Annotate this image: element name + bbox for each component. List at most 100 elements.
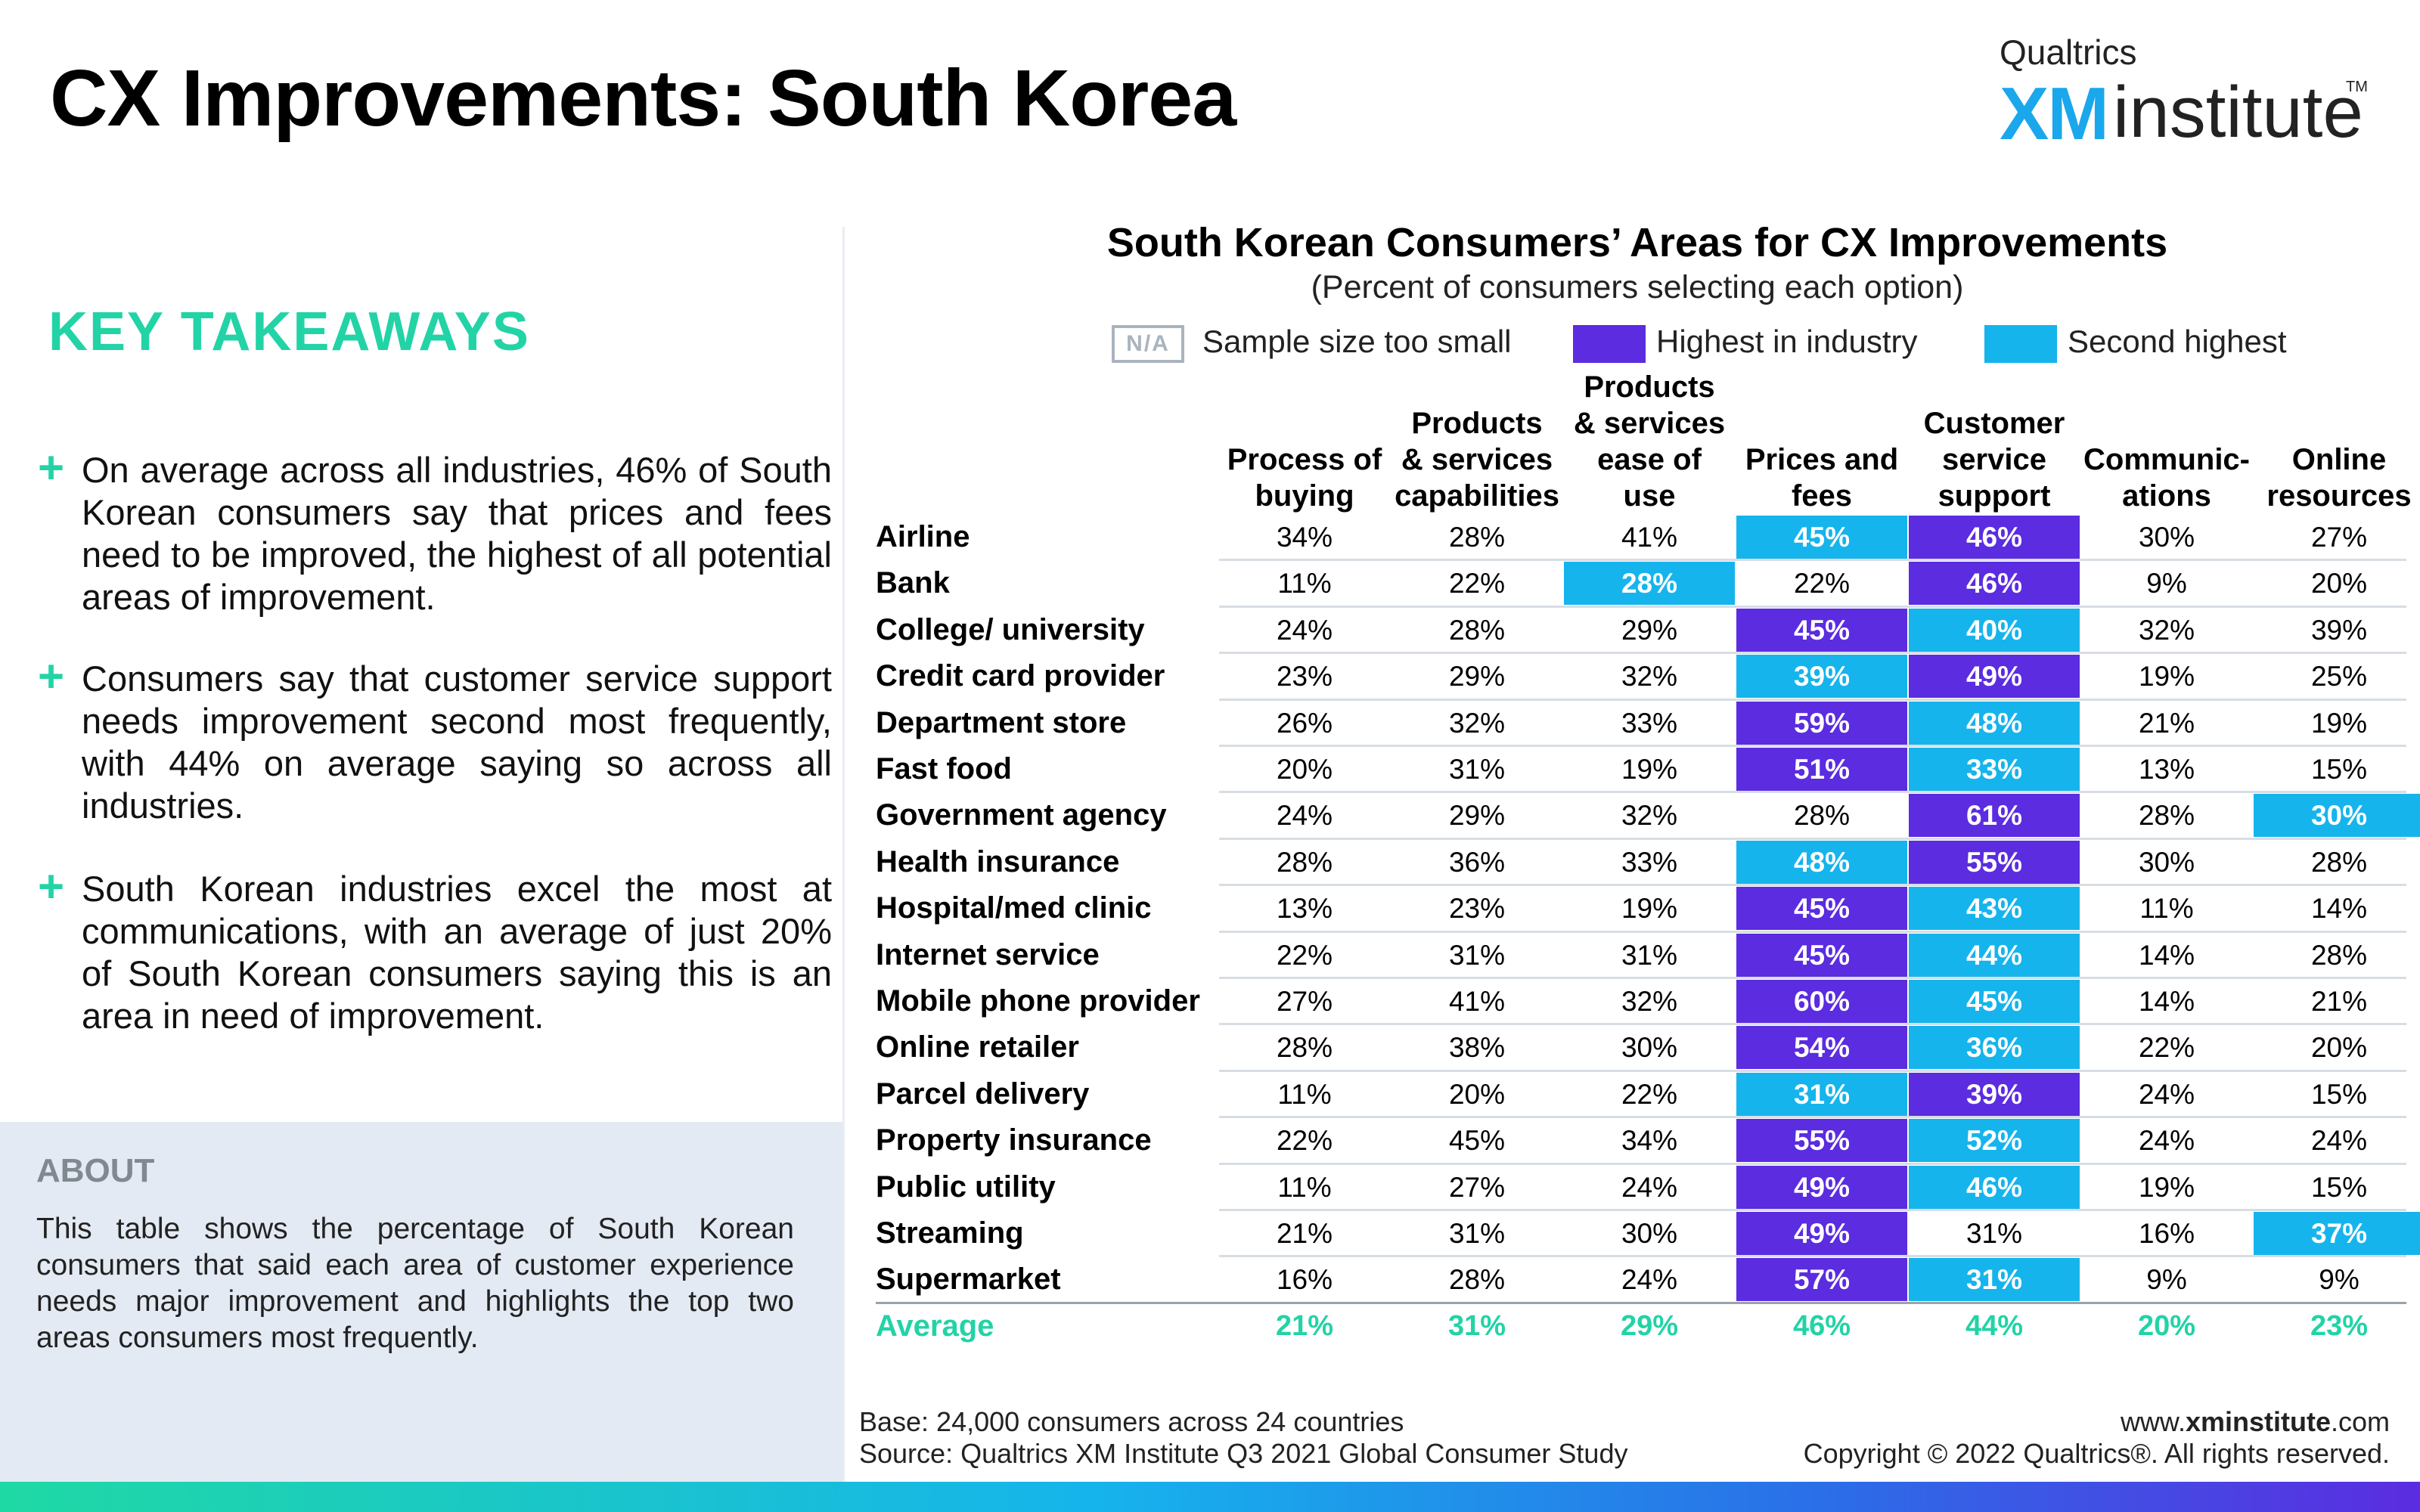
cell-highest: 60% [1736,980,1907,1023]
cell-highest: 49% [1909,655,2080,699]
column-header: Products & services ease of use [1564,369,1735,514]
table-cell: 30% [2138,846,2195,878]
row-divider [1219,1116,2406,1119]
table-cell: 22% [1621,1078,1678,1110]
column-header-line: & services [1401,443,1553,476]
average-cell: 29% [1620,1309,1679,1342]
table-cell: 25% [2310,661,2368,692]
cell-highest: 49% [1736,1212,1907,1255]
average-divider [876,1301,2406,1304]
cell-second-highest: 36% [1909,1026,2080,1070]
table-cell: 29% [1621,614,1678,646]
cell-highest: 49% [1736,1165,1907,1209]
row-label: College/ university [876,612,1145,646]
column-header-line: Products [1584,370,1715,404]
cell-second-highest: 43% [1909,887,2080,931]
bottom-gradient-bar [0,1482,2420,1512]
column-header: Customer service support [1909,405,2080,514]
table-cell: 21% [1276,1218,1333,1249]
cell-second-highest: 31% [1909,1258,2080,1302]
url-prefix: www. [2120,1406,2186,1437]
table-cell: 23% [1448,893,1506,925]
table-cell: 30% [2138,522,2195,553]
table-cell: 22% [2138,1032,2195,1064]
table-cell: 20% [1448,1078,1506,1110]
table-cell: 22% [1276,939,1333,971]
column-header-line: Online [2291,443,2387,476]
about-panel: ABOUT This table shows the percentage of… [0,1122,842,1482]
table-cell: 19% [2138,1171,2195,1203]
column-header-line: Customer [1923,407,2065,440]
column-header-line: buying [1255,479,1354,513]
xm-institute-logo: Qualtrics XM institute TM [1962,32,2370,155]
average-cell: 31% [1447,1309,1506,1342]
row-divider [1219,652,2406,655]
row-label: Government agency [876,798,1167,832]
row-divider [1219,977,2406,979]
legend-second-label: Second highest [2068,324,2287,359]
table-cell: 28% [1276,846,1333,878]
footer-base: Base: 24,000 consumers across 24 countri… [859,1406,1404,1437]
table-cell: 36% [1448,846,1506,878]
table-cell: 33% [1621,707,1678,739]
logo-xm-text: XM [2000,72,2109,155]
highest-swatch [1573,325,1646,363]
cell-second-highest: 28% [1564,562,1735,606]
average-cell: 20% [2137,1309,2196,1342]
table-cell: 32% [2138,614,2195,646]
chart-title: South Korean Consumers’ Areas for CX Imp… [1106,220,2168,265]
column-header-line: Prices and [1745,443,1899,476]
cell-highest: 51% [1736,748,1907,791]
row-label: Hospital/med clinic [876,891,1152,925]
footer-left: Base: 24,000 consumers across 24 countri… [859,1406,1627,1470]
cell-highest: 59% [1736,701,1907,745]
cell-highest: 45% [1736,887,1907,931]
column-header-line: fees [1791,479,1853,513]
row-label: Airline [876,520,970,553]
table-cell: 31% [1448,1218,1506,1249]
table-cell: 13% [1276,893,1333,925]
table-cell: 31% [1448,754,1506,785]
row-divider [1219,559,2406,562]
row-label: Streaming [876,1216,1024,1250]
row-divider [1219,930,2406,933]
takeaway-text: On average across all industries, 46% of… [82,450,832,617]
table-cell: 28% [1793,800,1851,832]
footer-url[interactable]: www.xminstitute.com [1804,1406,2390,1438]
table-cell: 29% [1448,661,1506,692]
cell-highest: 45% [1736,608,1907,652]
column-header-line: ease of [1597,443,1702,476]
column-header: Process of buying [1219,442,1390,514]
table-cell: 41% [1448,986,1506,1017]
table-cell: 31% [1621,939,1678,971]
table-cell: 11% [1277,568,1332,600]
table-cell: 28% [2310,939,2368,971]
table-cell: 45% [1448,1125,1506,1157]
table-cell: 19% [1621,754,1678,785]
footer-right: www.xminstitute.com Copyright © 2022 Qua… [1804,1406,2390,1470]
table-cell: 11% [1277,1078,1332,1110]
average-cell: 21% [1275,1309,1334,1342]
url-suffix: .com [2330,1406,2390,1437]
cell-highest: 54% [1736,1026,1907,1070]
url-domain: xminstitute [2185,1406,2331,1437]
row-label: Internet service [876,937,1100,971]
column-header-line: ations [2122,479,2211,513]
table-cell: 21% [2310,986,2368,1017]
table-cell: 19% [2310,707,2368,739]
chart-subtitle: (Percent of consumers selecting each opt… [1311,269,1964,305]
average-cell: 44% [1965,1309,2024,1342]
cell-second-highest: 37% [2254,1212,2420,1255]
table-cell: 38% [1448,1032,1506,1064]
table-cell: 28% [1276,1032,1333,1064]
table-cell: 16% [1276,1264,1333,1296]
column-header-line: Products [1411,407,1543,440]
column-header-line: Communic- [2083,443,2250,476]
panel-divider [842,227,845,1482]
key-takeaways-heading: KEY TAKEAWAYS [48,302,530,362]
table-cell: 11% [1277,1171,1332,1203]
cell-second-highest: 31% [1736,1072,1907,1116]
na-swatch: N/A [1112,325,1184,363]
row-label: Health insurance [876,844,1120,878]
table-cell: 27% [1276,986,1333,1017]
